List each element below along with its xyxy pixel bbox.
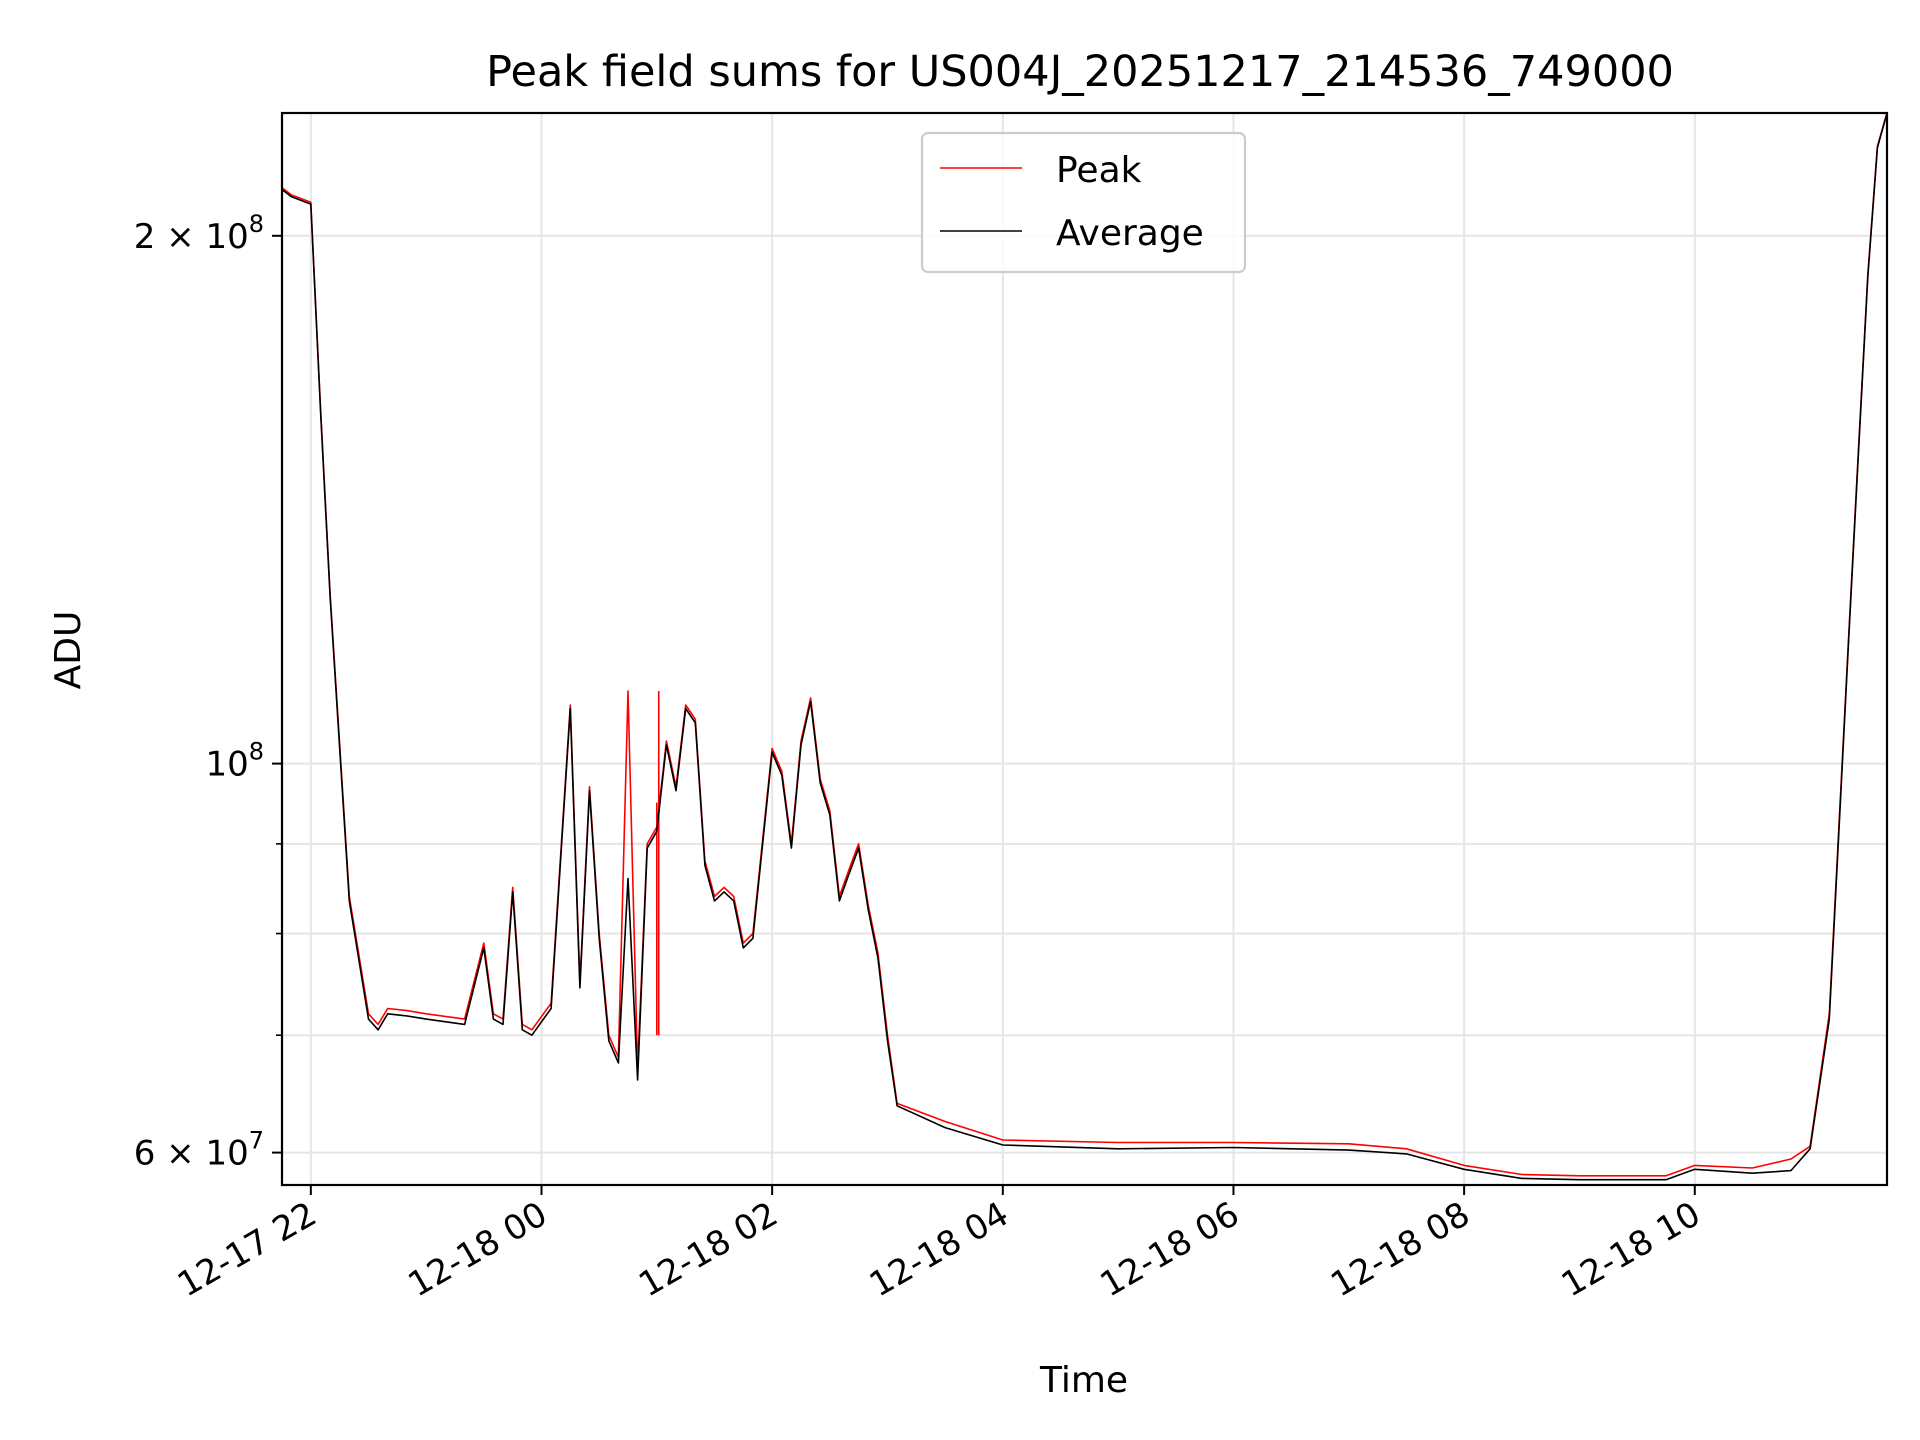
series-line-average — [281, 112, 1888, 1181]
y-tick-label: 2 × 108 — [134, 210, 264, 257]
x-tick-label: 12-17 22 — [171, 1194, 323, 1305]
legend-label-average: Average — [1056, 213, 1204, 254]
y-axis-label: ADU — [48, 611, 89, 690]
y-tick-label-base: 10 — [205, 745, 248, 785]
y-tick-label: 6 × 107 — [134, 1127, 264, 1174]
grid — [282, 113, 1887, 1185]
x-tick-label: 12-18 04 — [863, 1194, 1015, 1305]
y-tick-label-base: 2 × 10 — [134, 217, 249, 257]
y-tick-label-exponent: 7 — [249, 1127, 264, 1155]
x-tick-label: 12-18 08 — [1324, 1194, 1476, 1305]
y-tick-label: 108 — [205, 738, 264, 785]
x-tick-label: 12-18 02 — [632, 1194, 784, 1305]
chart-title: Peak field sums for US004J_20251217_2145… — [486, 47, 1674, 97]
series-layer — [281, 112, 1888, 1181]
legend-label-peak: Peak — [1056, 150, 1142, 191]
legend: Peak Average — [920, 131, 1247, 274]
series-line-peak — [281, 112, 1888, 1177]
y-tick-label-exponent: 8 — [249, 210, 264, 238]
x-tick-label: 12-18 06 — [1094, 1194, 1246, 1305]
ticks: 12-17 22 12-18 00 12-18 02 12-18 04 12-18 06… — [134, 210, 1708, 1305]
y-tick-label-exponent: 8 — [249, 738, 264, 766]
x-tick-label: 12-18 00 — [402, 1194, 554, 1305]
x-axis-label: Time — [1039, 1360, 1128, 1401]
y-tick-label-base: 6 × 10 — [134, 1134, 249, 1174]
plot-area — [280, 111, 1889, 1187]
x-tick-label: 12-18 10 — [1555, 1194, 1707, 1305]
